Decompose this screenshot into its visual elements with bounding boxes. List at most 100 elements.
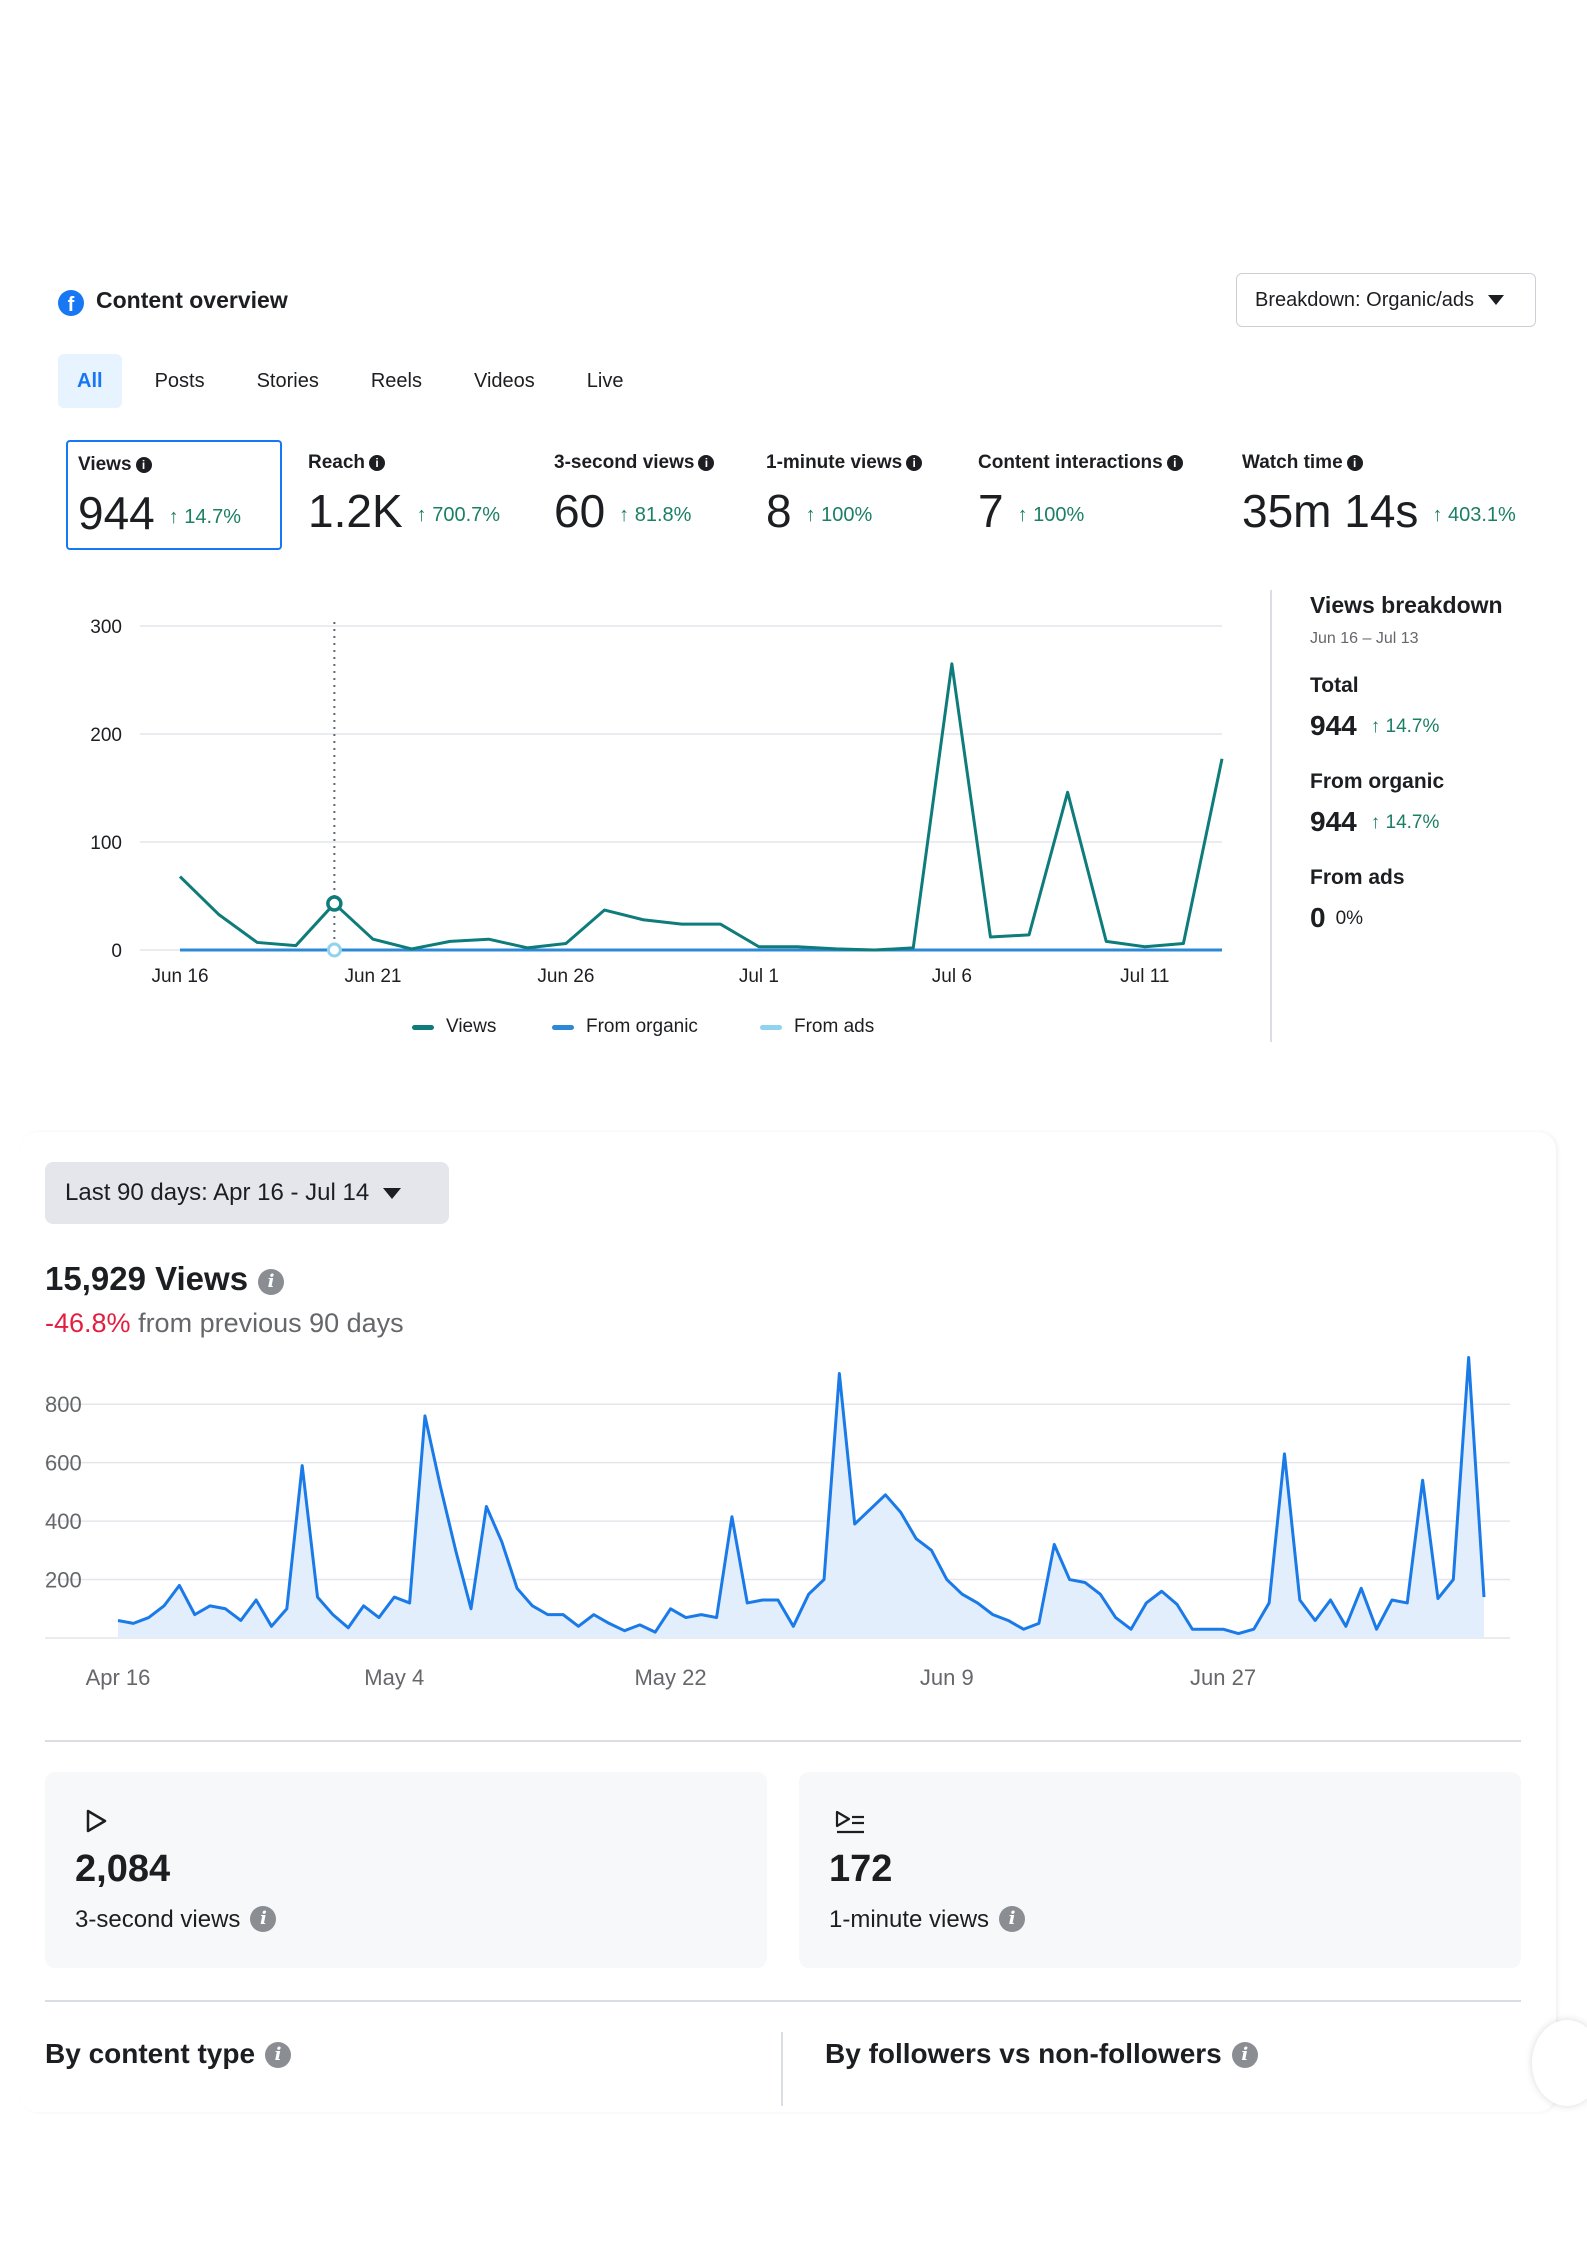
legend-swatch [412,1024,434,1030]
metric-change: ↑ 81.8% [619,504,692,526]
y-tick-label: 600 [45,1451,82,1476]
tab-videos[interactable]: Videos [473,370,535,392]
legend-label: Views [446,1016,497,1037]
value-text: 944 [1310,710,1357,741]
section-title: By content type [45,2038,256,2069]
x-tick-label: Jul 6 [932,966,972,987]
metric-label: 1-minute views [766,452,903,473]
y-tick-label: 200 [45,1568,82,1593]
legend-item-organic[interactable]: From organic [552,1016,698,1038]
caret-down-icon [383,1187,402,1199]
scroll-button[interactable] [1532,2020,1587,2106]
breakdown-organic-value: 944 ↑ 14.7% [1310,806,1439,838]
section-by-content-type: By content type i [45,2038,292,2070]
value-text: 944 [1310,806,1357,837]
tab-reels[interactable]: Reels [370,370,422,392]
breakdown-ads-label: From ads [1310,866,1405,889]
metric-change: ↑ 700.7% [416,504,501,526]
stat-value: 2,084 [75,1848,171,1890]
x-tick-label: Jun 26 [537,966,594,987]
divider [45,2000,1521,2002]
tab-stories[interactable]: Stories [256,370,319,392]
stat-card-3-second-views: 2,084 3-second views i [45,1772,767,1968]
change-text: 0% [1335,908,1364,929]
change-value: -46.8% [45,1308,131,1338]
y-tick-label: 800 [45,1392,82,1417]
info-icon[interactable]: i [265,2042,292,2068]
breakdown-dropdown[interactable]: Breakdown: Organic/ads [1236,273,1536,327]
stat-label-text: 3-second views [75,1906,241,1933]
y-tick-label: 100 [90,833,122,854]
info-icon[interactable]: i [258,1269,285,1295]
section-title: Content overview [96,287,288,313]
series-line-views [117,1355,1486,1636]
y-tick-label: 400 [45,1509,82,1534]
content-overview-section: f Content overview Breakdown: Organic/ad… [0,0,1587,1060]
series-line-views [178,662,1224,952]
legend-swatch [760,1024,782,1030]
metric-label: Content interactions [978,452,1163,473]
metric-views[interactable]: Views i 944 ↑ 14.7% [66,440,282,550]
date-range-label: Last 90 days: Apr 16 - Jul 14 [65,1179,370,1206]
metric-value: 35m 14s [1242,485,1419,537]
content-tabs: All Posts Stories Reels Videos Live [58,354,656,408]
x-tick-label: Jun 27 [1190,1665,1256,1690]
info-icon[interactable]: i [999,1906,1026,1932]
change-text: ↑ 14.7% [1370,812,1440,833]
metric-reach[interactable]: Reach i 1.2K ↑ 700.7% [298,440,528,550]
facebook-logo-icon: f [58,290,84,316]
column-divider [781,2032,783,2106]
info-icon[interactable]: i [250,1906,277,1932]
hover-point-ads [326,942,342,958]
x-tick-label: May 22 [634,1665,706,1690]
section-by-followers: By followers vs non-followers i [825,2038,1258,2070]
info-icon[interactable]: i [135,457,152,473]
tab-all[interactable]: All [58,354,122,408]
breakdown-total-value: 944 ↑ 14.7% [1310,710,1439,742]
legend-label: From organic [586,1016,698,1037]
metric-value: 8 [766,485,792,537]
metric-1-minute-views[interactable]: 1-minute views i 8 ↑ 100% [756,440,956,550]
breakdown-ads-value: 0 0% [1310,902,1363,934]
section-title: By followers vs non-followers [825,2038,1222,2069]
y-tick-label: 300 [90,617,122,638]
hover-point-views [326,895,343,912]
x-tick-label: Jul 1 [739,966,779,987]
change-text: ↑ 14.7% [1370,716,1440,737]
metric-watch-time[interactable]: Watch time i 35m 14s ↑ 403.1% [1232,440,1540,550]
breakdown-total-label: Total [1310,674,1359,697]
metric-value: 7 [978,485,1004,537]
tab-live[interactable]: Live [586,370,624,392]
metric-content-interactions[interactable]: Content interactions i 7 ↑ 100% [968,440,1218,550]
caret-down-icon [1488,295,1505,305]
playlist-icon [835,1810,864,1834]
metric-label: Reach [308,452,366,473]
date-range-dropdown[interactable]: Last 90 days: Apr 16 - Jul 14 [45,1162,449,1224]
info-icon[interactable]: i [1346,455,1363,471]
metric-value: 1.2K [308,485,403,537]
legend-swatch [552,1024,574,1030]
metric-label: 3-second views [554,452,695,473]
info-icon[interactable]: i [1231,2042,1258,2068]
total-views: 15,929 Views i [45,1260,285,1298]
breakdown-range: Jun 16 – Jul 13 [1310,630,1419,647]
info-icon[interactable]: i [698,455,715,471]
tab-posts[interactable]: Posts [154,370,205,392]
metric-label: Views [78,454,132,475]
metric-change: ↑ 100% [1017,504,1085,526]
info-icon[interactable]: i [369,455,386,471]
stat-value: 172 [829,1848,893,1890]
legend-item-ads[interactable]: From ads [760,1016,874,1038]
legend-item-views[interactable]: Views [412,1016,496,1038]
metric-3-second-views[interactable]: 3-second views i 60 ↑ 81.8% [544,440,744,550]
info-icon[interactable]: i [1166,455,1183,471]
total-views-text: 15,929 Views [45,1260,249,1297]
y-tick-label: 0 [111,941,122,962]
info-icon[interactable]: i [906,455,923,471]
stat-label: 3-second views i [75,1906,277,1934]
divider [45,1740,1521,1742]
metric-value: 944 [78,487,155,539]
views-line-chart[interactable]: 0 100 200 300 Jun 16 Jun 21 Jun 26 Jul 1 Jul 6 Ju… [0,0,1587,1060]
value-text: 0 [1310,902,1326,933]
